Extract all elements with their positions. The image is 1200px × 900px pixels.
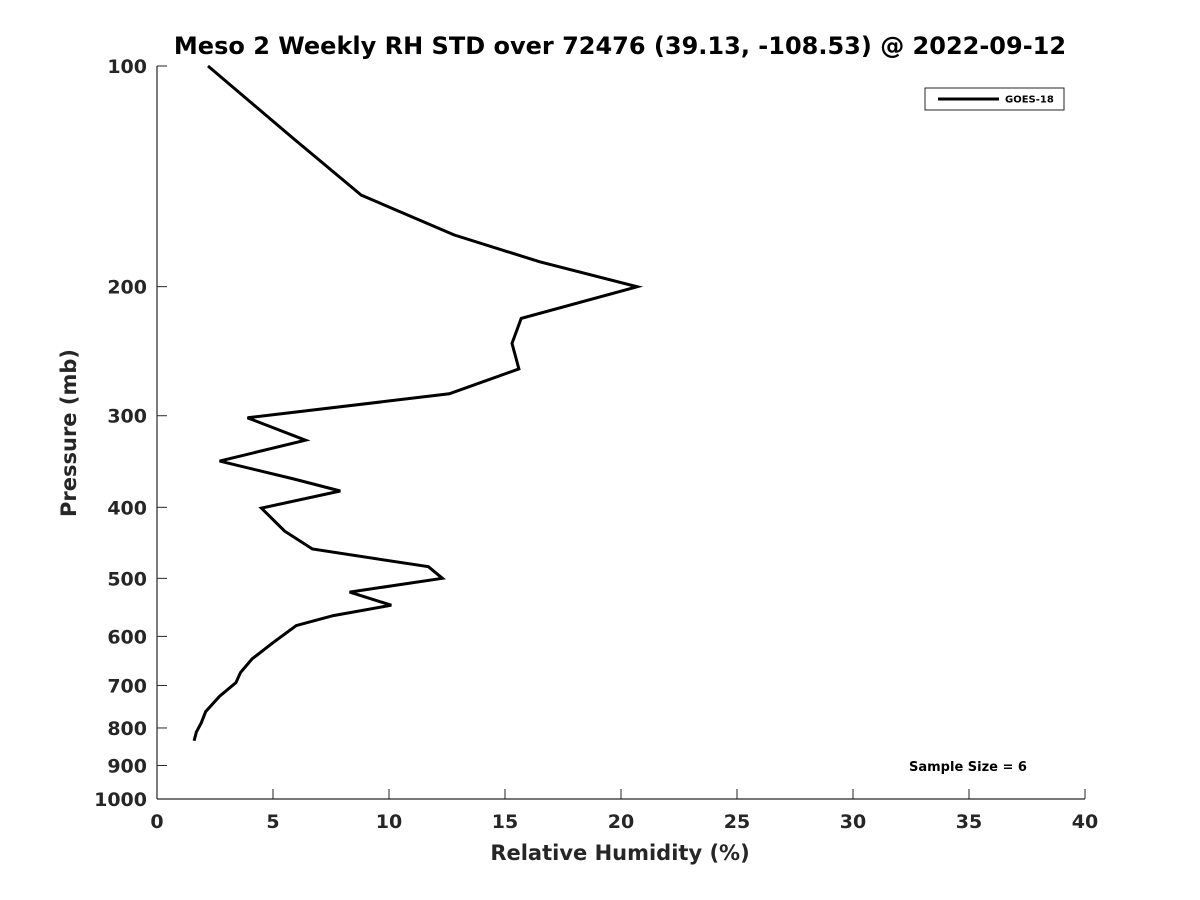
x-tick-label: 5 (266, 811, 279, 833)
x-tick-label: 20 (608, 811, 634, 833)
y-tick-label: 900 (107, 755, 147, 777)
series-line-goes-18[interactable] (192, 64, 644, 742)
y-axis-ticks: 100 200 300 400 500 600 700 800 900 1000 (94, 56, 167, 811)
y-tick-label: 700 (107, 675, 147, 697)
x-tick-label: 30 (840, 811, 866, 833)
x-tick-label: 25 (724, 811, 750, 833)
x-tick-label: 15 (492, 811, 518, 833)
chart-title: Meso 2 Weekly RH STD over 72476 (39.13, … (174, 32, 1066, 60)
y-tick-label: 200 (107, 277, 147, 299)
x-tick-label: 40 (1072, 811, 1098, 833)
y-tick-label: 300 (107, 406, 147, 428)
y-tick-label: 400 (107, 497, 147, 519)
legend[interactable]: GOES-18 (924, 87, 1065, 111)
x-axis-ticks: 0 5 10 15 20 25 30 35 40 (150, 789, 1098, 833)
x-tick-label: 35 (956, 811, 982, 833)
y-axis-label: Pressure (mb) (57, 349, 81, 517)
x-tick-label: 0 (150, 811, 163, 833)
y-tick-label: 600 (107, 626, 147, 648)
x-axis-label: Relative Humidity (%) (490, 841, 749, 865)
x-tick-label: 10 (376, 811, 402, 833)
y-tick-label: 100 (107, 56, 147, 78)
y-tick-label: 1000 (94, 789, 147, 811)
y-tick-label: 800 (107, 718, 147, 740)
axes (156, 66, 1085, 800)
legend-label-goes-18: GOES-18 (1005, 95, 1054, 106)
y-tick-label: 500 (107, 568, 147, 590)
series-layer (192, 64, 644, 742)
sample-size-annotation: Sample Size = 6 (909, 760, 1027, 775)
